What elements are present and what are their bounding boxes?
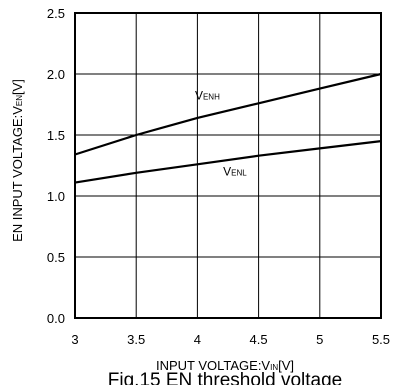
- x-tick-label: 3: [71, 332, 78, 347]
- x-tick-label: 5.5: [372, 332, 390, 347]
- x-tick-label: 4.5: [250, 332, 268, 347]
- y-tick-label: 1.0: [47, 189, 65, 204]
- series-lines: [74, 72, 382, 184]
- y-tick-label: 1.5: [47, 128, 65, 143]
- figure-caption: Fig.15 EN threshold voltage: [108, 370, 342, 385]
- series-line-enl: [74, 140, 382, 184]
- series-line-enh: [74, 72, 382, 156]
- series-label-venl: VENL: [223, 164, 247, 178]
- y-axis-title: EN INPUT VOLTAGE:VEN[V]: [10, 79, 25, 242]
- y-tick-label: 0.5: [47, 250, 65, 265]
- y-tick-label: 2.5: [47, 6, 65, 21]
- x-tick-label: 5: [316, 332, 323, 347]
- y-tick-labels: 0.0 0.5 1.0 1.5 2.0 2.5: [47, 6, 65, 326]
- y-tick-label: 0.0: [47, 311, 65, 326]
- x-tick-label: 4: [194, 332, 201, 347]
- x-tick-labels: 3 3.5 4 4.5 5 5.5: [71, 332, 390, 347]
- x-axis-title: INPUT VOLTAGE:VIN[V]: [156, 358, 294, 373]
- y-tick-label: 2.0: [47, 67, 65, 82]
- series-label-venh: VENH: [195, 89, 220, 103]
- plot-frame: [74, 12, 382, 319]
- x-tick-label: 3.5: [127, 332, 145, 347]
